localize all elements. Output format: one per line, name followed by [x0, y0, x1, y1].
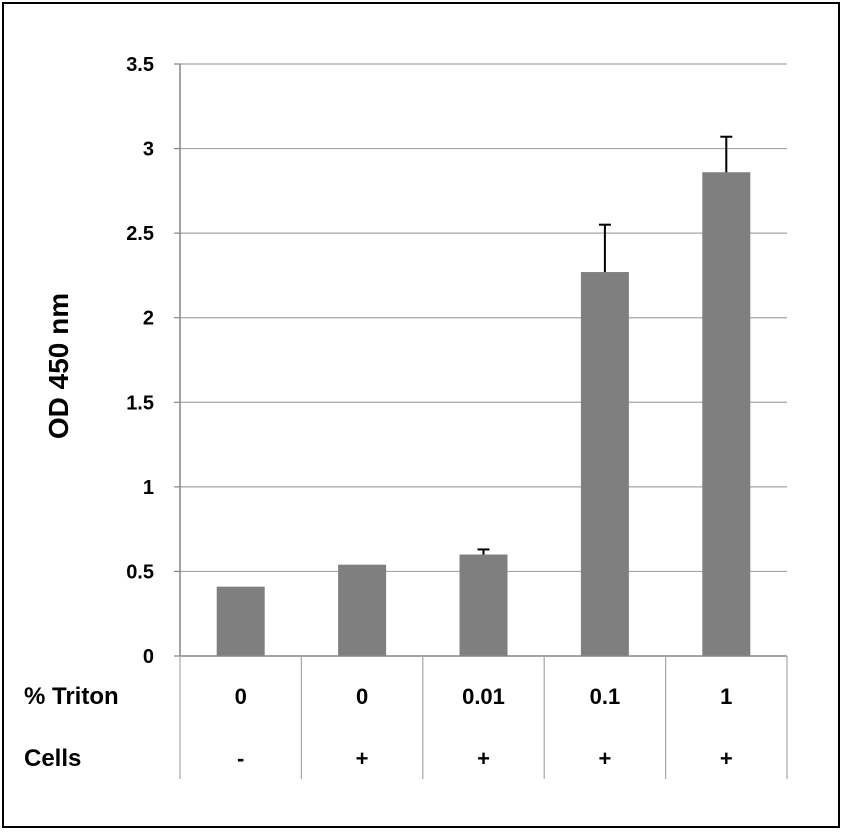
bar: [459, 554, 508, 656]
table-cell: 0: [235, 684, 247, 709]
y-tick-label: 3: [143, 139, 154, 161]
y-tick-labels: 0 0.5 1 1.5 2 2.5 3 3.5: [126, 54, 154, 668]
y-tick-label: 3.5: [126, 54, 154, 76]
error-bars: [477, 135, 733, 555]
axes: [174, 63, 787, 657]
y-tick-label: 1.5: [126, 392, 154, 414]
bar: [580, 272, 629, 656]
bar-chart: 0 0.5 1 1.5 2 2.5 3 3.5 % Triton 0 0 0.01 0.1 1 Cells…: [24, 54, 788, 779]
bar: [702, 172, 751, 656]
bar: [338, 564, 387, 656]
bar: [216, 586, 265, 656]
y-tick-label: 0.5: [126, 561, 154, 583]
y-tick-label: 2: [143, 308, 154, 330]
table-cell: -: [237, 746, 244, 771]
table-cell: 1: [720, 684, 732, 709]
table-cell: 0: [356, 684, 368, 709]
bars: [216, 172, 751, 656]
y-axis-label: OD 450 nm: [43, 293, 74, 439]
y-tick-label: 1: [143, 477, 154, 499]
y-tick-label: 0: [143, 646, 154, 668]
gridlines: [180, 63, 787, 573]
table-cell: +: [720, 746, 733, 771]
y-tick-label: 2.5: [126, 223, 154, 245]
table-cell: 0.1: [590, 684, 621, 709]
table-cell: +: [598, 746, 611, 771]
table-row-label: % Triton: [24, 683, 119, 710]
table-cell: 0.01: [462, 684, 505, 709]
table-cell: +: [477, 746, 490, 771]
condition-table: % Triton 0 0 0.01 0.1 1 Cells - + + + +: [24, 656, 788, 779]
table-row-label: Cells: [24, 745, 81, 772]
table-cell: +: [356, 746, 369, 771]
